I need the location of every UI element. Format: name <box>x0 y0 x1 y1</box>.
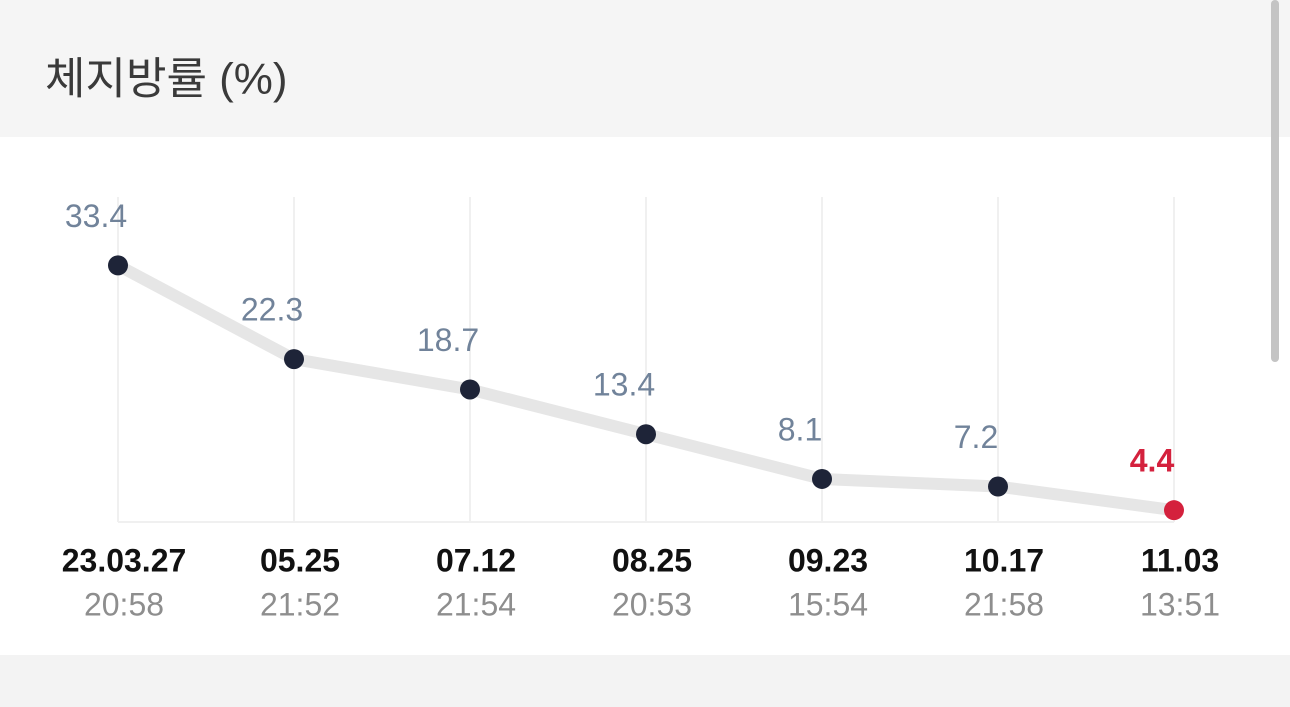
value-label: 18.7 <box>417 322 479 358</box>
x-tick-label: 11.03 <box>1141 542 1219 578</box>
chart-title: 체지방률 (%) <box>45 55 288 104</box>
x-tick-sublabel: 21:52 <box>260 586 340 622</box>
x-tick-sublabel: 21:58 <box>964 586 1044 622</box>
data-point <box>284 349 304 370</box>
x-tick-label: 23.03.27 <box>62 542 187 578</box>
data-point <box>1164 500 1184 521</box>
x-tick-sublabel: 15:54 <box>788 586 868 622</box>
value-label: 4.4 <box>1130 443 1175 479</box>
x-tick-label: 05.25 <box>260 542 340 578</box>
x-tick-label: 08.25 <box>612 542 692 578</box>
x-tick-sublabel: 20:58 <box>84 586 164 622</box>
data-point <box>988 476 1008 497</box>
data-point <box>460 379 480 400</box>
value-label: 8.1 <box>778 411 822 447</box>
value-label: 13.4 <box>593 367 655 403</box>
x-tick-sublabel: 20:53 <box>612 586 692 622</box>
value-label: 33.4 <box>65 198 127 234</box>
x-tick-label: 07.12 <box>436 542 516 578</box>
data-point <box>636 424 656 445</box>
x-tick-sublabel: 21:54 <box>436 586 516 622</box>
scrollbar <box>1271 0 1279 362</box>
value-label: 22.3 <box>241 292 303 328</box>
x-tick-label: 09.23 <box>788 542 868 578</box>
data-point <box>812 468 832 489</box>
x-tick-label: 10.17 <box>964 542 1044 578</box>
value-label: 7.2 <box>954 419 998 455</box>
header-bg <box>0 0 1290 137</box>
x-tick-sublabel: 13:51 <box>1140 586 1220 622</box>
data-point <box>108 255 128 276</box>
